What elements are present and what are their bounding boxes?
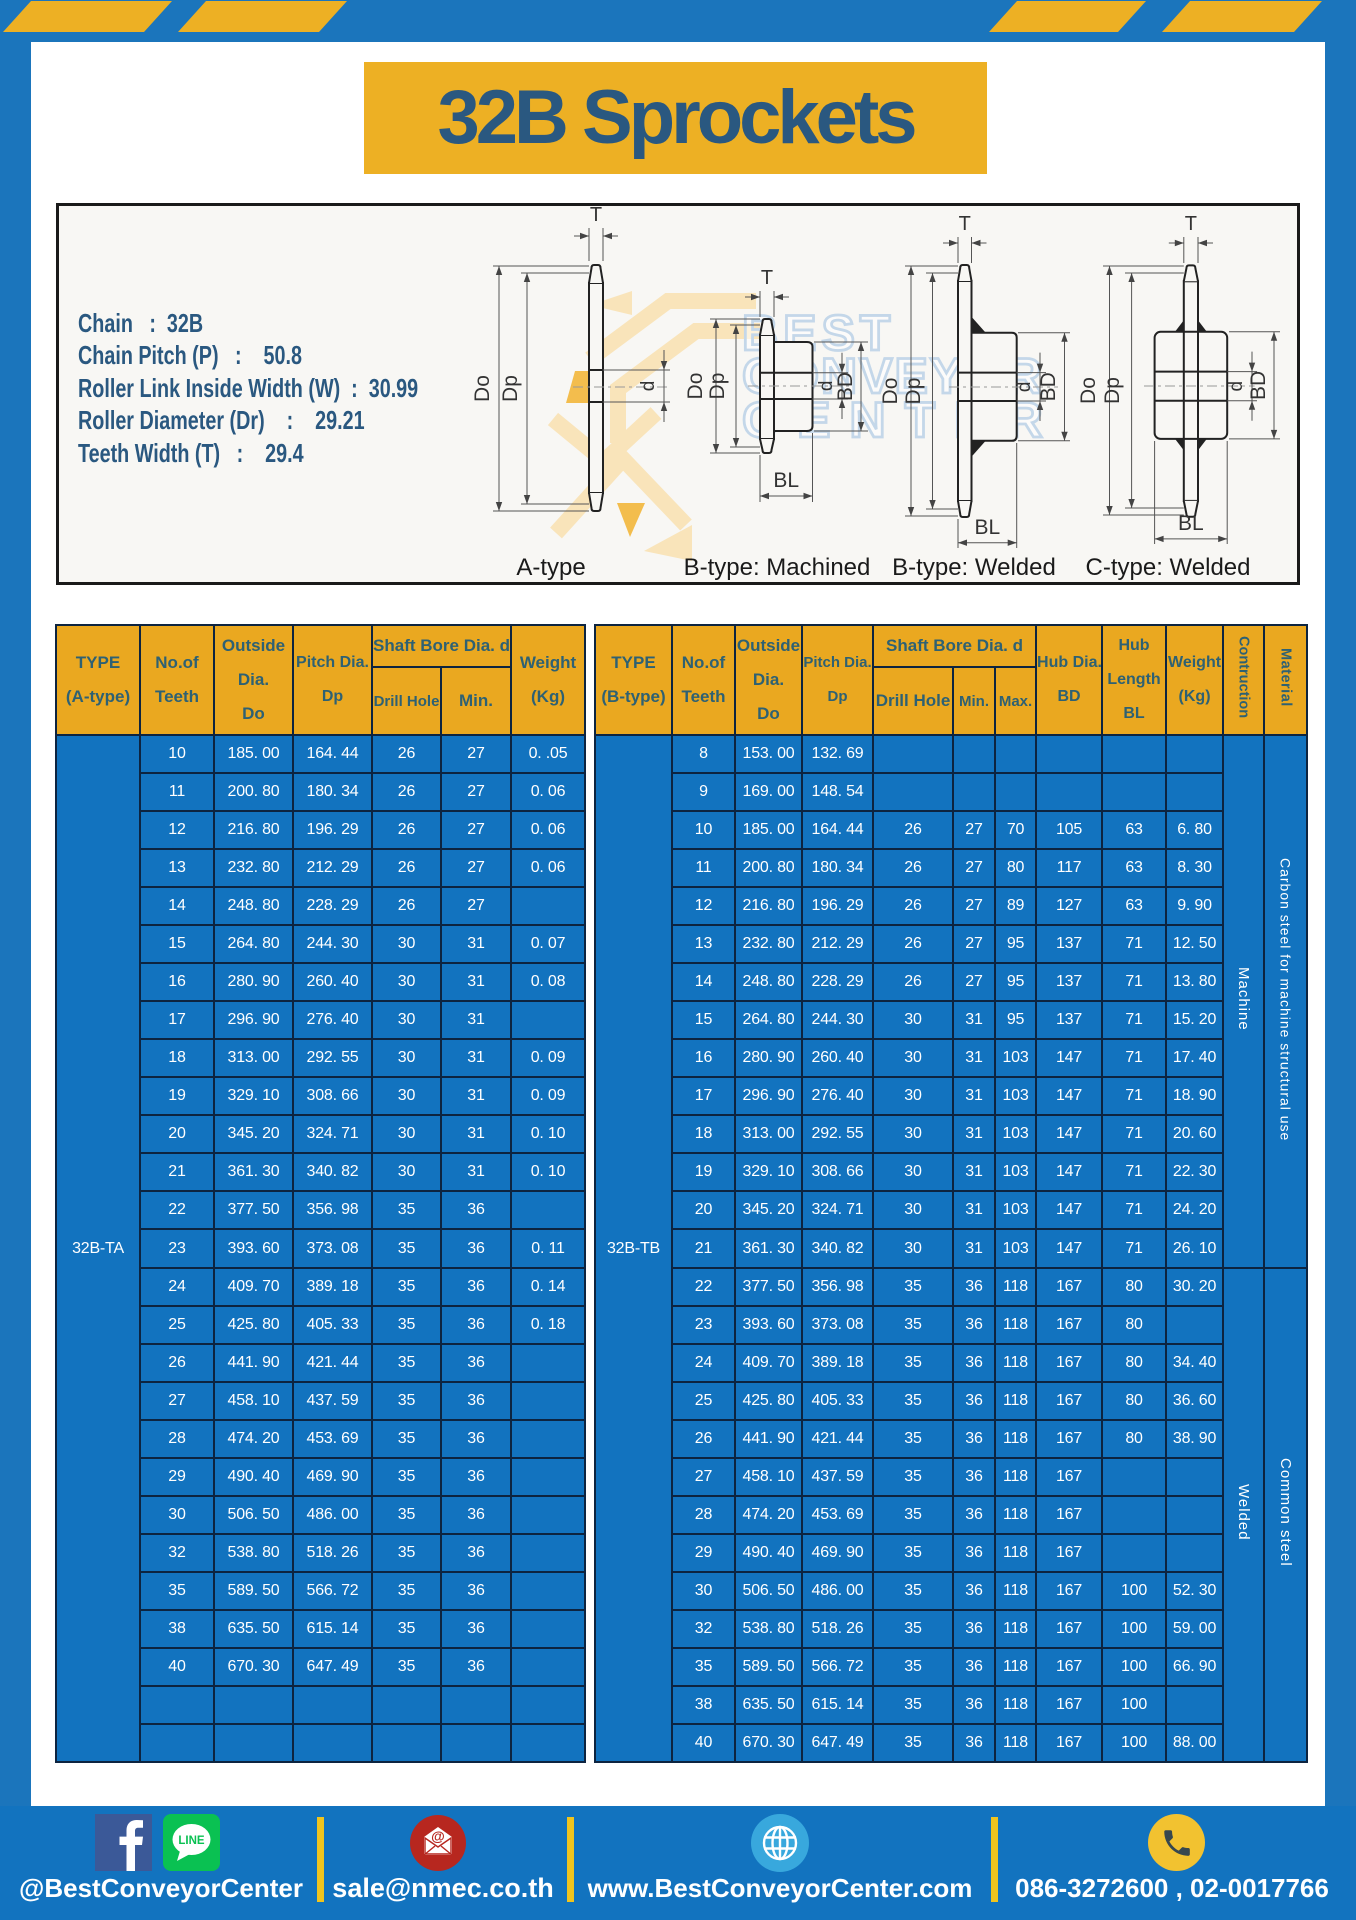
svg-text:BD: BD: [1037, 372, 1060, 401]
svg-text:Do: Do: [1077, 377, 1100, 404]
svg-text:BL: BL: [975, 516, 1001, 539]
svg-text:Do: Do: [879, 378, 902, 405]
svg-text:d: d: [816, 381, 837, 392]
svg-text:BL: BL: [1178, 512, 1204, 535]
svg-text:C-type: Welded: C-type: Welded: [1086, 554, 1251, 581]
svg-text:BL: BL: [773, 469, 799, 492]
svg-text:T: T: [959, 213, 971, 235]
svg-text:@: @: [431, 1828, 445, 1844]
svg-text:Dp: Dp: [706, 373, 729, 400]
svg-text:T: T: [761, 267, 773, 289]
svg-text:BD: BD: [1247, 371, 1270, 400]
svg-text:T: T: [1185, 213, 1197, 235]
svg-text:B-type: Welded: B-type: Welded: [892, 554, 1056, 581]
svg-text:d: d: [638, 381, 659, 392]
svg-text:Do: Do: [684, 373, 707, 400]
svg-text:d: d: [1226, 381, 1247, 392]
svg-text:Do: Do: [471, 375, 494, 402]
svg-text:T: T: [590, 204, 602, 226]
svg-text:d: d: [1014, 382, 1035, 393]
svg-text:B-type: Machined: B-type: Machined: [684, 554, 871, 581]
svg-text:LINE: LINE: [178, 1835, 205, 1847]
svg-text:Dp: Dp: [1101, 377, 1124, 404]
svg-text:A-type: A-type: [516, 554, 585, 581]
svg-text:Dp: Dp: [499, 375, 522, 402]
svg-text:Dp: Dp: [902, 378, 925, 405]
svg-text:BD: BD: [834, 372, 857, 401]
